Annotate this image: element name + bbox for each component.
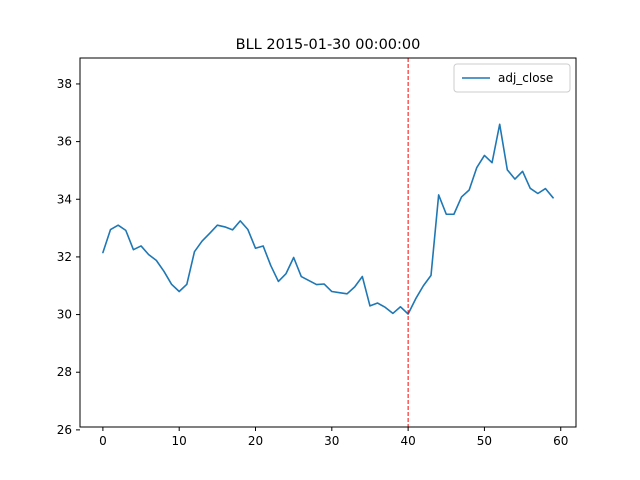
x-tick-label: 20 <box>248 434 263 448</box>
legend: adj_close <box>453 63 571 93</box>
y-tick-label: 34 <box>57 192 72 206</box>
plot-layer <box>102 58 554 427</box>
x-tick-label: 10 <box>172 434 187 448</box>
axes-frame <box>79 57 577 428</box>
y-tick-label: 36 <box>57 135 72 149</box>
x-tick-label: 50 <box>477 434 492 448</box>
legend-label: adj_close <box>498 71 553 85</box>
x-tick-label: 60 <box>553 434 568 448</box>
y-tick-label: 26 <box>57 423 72 437</box>
series-line-adj_close <box>102 123 554 315</box>
y-tick-label: 28 <box>57 365 72 379</box>
x-tick-label: 30 <box>324 434 339 448</box>
y-tick-label: 30 <box>57 308 72 322</box>
chart-title: BLL 2015-01-30 00:00:00 <box>236 37 421 53</box>
legend-box <box>453 63 571 93</box>
x-tick-label: 40 <box>400 434 415 448</box>
y-tick-label: 38 <box>57 77 72 91</box>
axes-layer: 0 10 20 30 40 50 60 26 28 30 32 34 36 38 <box>57 57 577 448</box>
y-tick-label: 32 <box>57 250 72 264</box>
x-tick-label: 0 <box>99 434 107 448</box>
